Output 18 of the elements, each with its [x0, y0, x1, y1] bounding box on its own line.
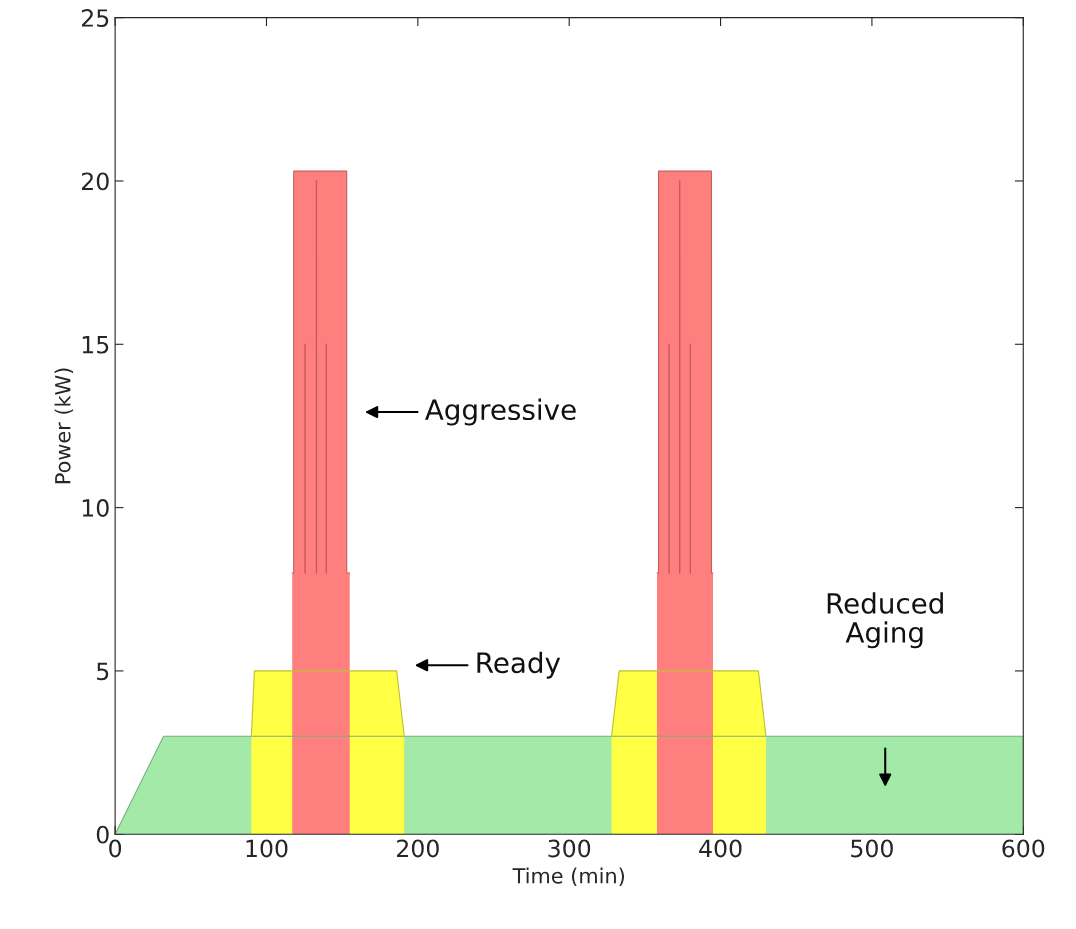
y-tick-label: 0 [96, 825, 109, 844]
annotation: Reduced Aging [827, 592, 943, 649]
x-tick-label: 600 [1002, 839, 1045, 858]
y-tick-label: 5 [97, 662, 109, 681]
x-tick-label: 400 [699, 839, 742, 858]
x-tick-label: 500 [851, 839, 893, 858]
y-axis-title: Power (kW) [54, 368, 74, 484]
x-tick-label: 0 [109, 839, 122, 858]
annotation: Ready [477, 651, 561, 679]
x-tick-label: 300 [548, 839, 591, 858]
y-tick-label: 25 [81, 9, 109, 27]
x-axis-title: Time (min) [512, 867, 624, 887]
x-tick-label: 100 [246, 839, 288, 858]
annotation: Aggressive [425, 398, 576, 426]
y-tick-label: 10 [82, 499, 109, 517]
y-tick-label: 15 [82, 336, 109, 354]
y-tick-label: 20 [81, 172, 109, 191]
x-tick-label: 200 [397, 839, 439, 858]
